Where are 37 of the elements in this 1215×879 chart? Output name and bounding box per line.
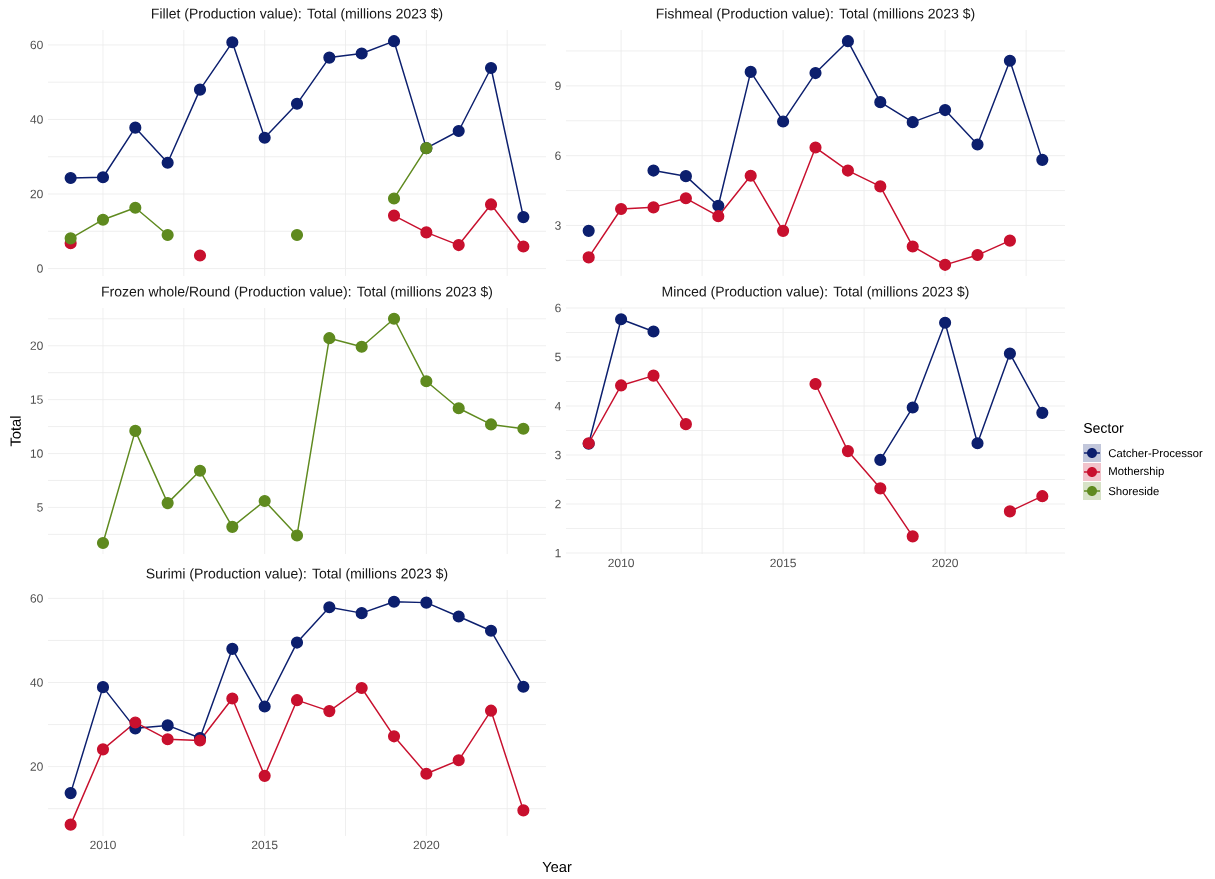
x-axis-title: Year (542, 861, 572, 873)
legend-label: Mothership (1109, 466, 1164, 478)
legend-title: Sector (1083, 423, 1124, 433)
y-tick-label: 3 (555, 221, 561, 230)
y-tick-label: 5 (555, 352, 561, 362)
y-tick-label: 20 (30, 189, 43, 199)
x-tick-label: 2015 (251, 840, 278, 850)
x-tick-label: 2015 (770, 558, 796, 568)
y-tick-label: 6 (555, 151, 561, 160)
y-tick-label: 15 (30, 395, 43, 404)
x-tick-label: 2020 (932, 558, 958, 568)
chart-title: Fillet (Production value): Total (millions 2023 $) (152, 8, 443, 22)
y-tick-label: 10 (30, 449, 43, 458)
y-tick-label: 1 (555, 548, 561, 558)
legend-label: Catcher-Processor (1108, 448, 1203, 458)
y-tick-label: 40 (30, 115, 43, 124)
y-axis-title: Total (10, 416, 21, 447)
y-tick-label: 20 (30, 341, 43, 350)
y-tick-label: 3 (555, 450, 561, 460)
y-tick-label: 2 (555, 499, 561, 509)
y-tick-label: 20 (30, 762, 43, 771)
y-tick-label: 60 (30, 40, 43, 50)
chart-title: Fishmeal (Production value): Total (millions 2023 $) (656, 8, 975, 22)
chart-title: Minced (Production value): Total (millions 2023 $) (662, 286, 969, 300)
y-tick-label: 5 (37, 503, 43, 512)
legend-label: Shoreside (1108, 486, 1159, 496)
x-tick-label: 2020 (413, 840, 440, 850)
x-tick-label: 2010 (608, 558, 634, 568)
x-tick-label: 2010 (90, 840, 116, 850)
y-tick-label: 60 (30, 594, 43, 603)
y-tick-label: 0 (37, 264, 43, 273)
y-tick-label: 4 (554, 401, 561, 411)
y-tick-label: 9 (555, 81, 561, 91)
y-tick-label: 6 (555, 303, 561, 313)
chart-title: Frozen whole/Round (Production value): Total (millions 2023 $) (102, 286, 493, 300)
chart-title: Surimi (Production value): Total (millions 2023 $) (146, 568, 448, 582)
y-tick-label: 40 (30, 678, 43, 687)
